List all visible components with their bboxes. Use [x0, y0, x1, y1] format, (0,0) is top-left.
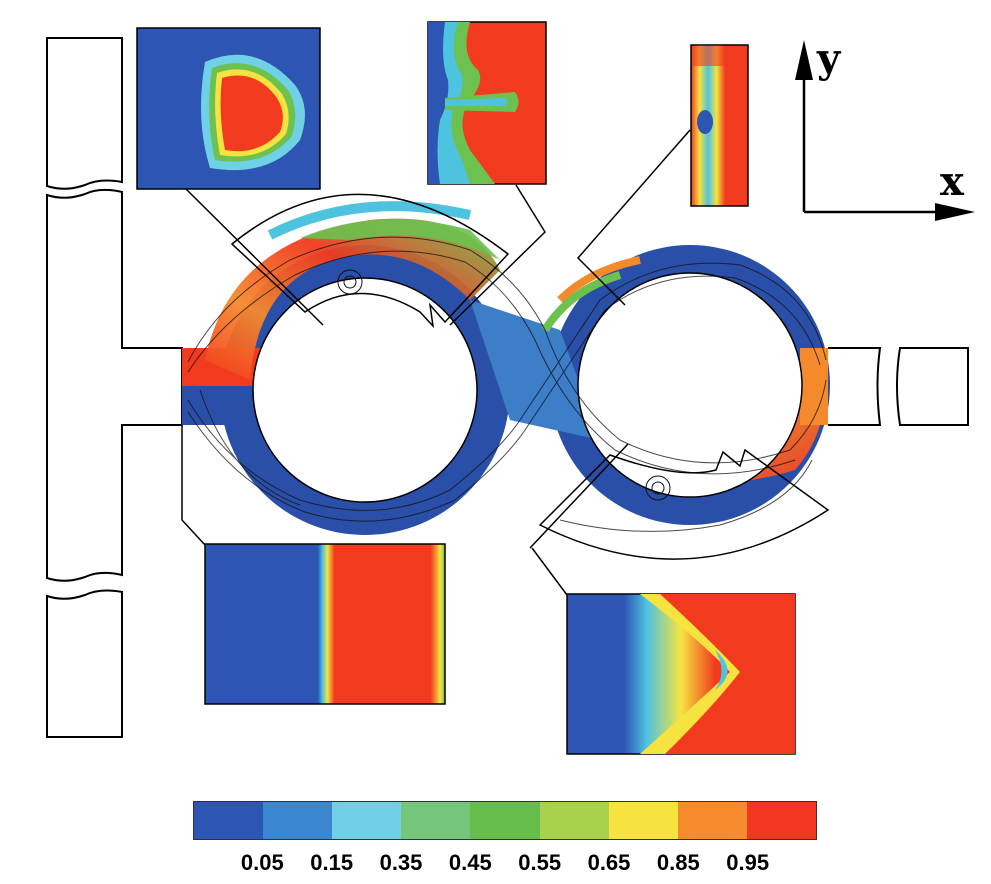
legend-swatch [470, 802, 540, 839]
legend-swatch [332, 802, 402, 839]
outlet-duct-outline [828, 347, 969, 426]
legend-tick-label: 0.15 [310, 850, 354, 875]
legend-swatch [677, 802, 747, 839]
y-axis-label: y [816, 35, 842, 82]
inset-lower-left [204, 543, 446, 705]
figure-eight-channel [182, 201, 830, 535]
upper-sector-outline [230, 193, 510, 329]
legend-tick-label: 0.95 [726, 850, 770, 875]
inset-upper-middle [427, 21, 547, 185]
inset-lower-right [566, 593, 796, 755]
legend-swatch [194, 802, 264, 839]
leader-lines [181, 129, 691, 596]
legend-swatch [539, 802, 609, 839]
legend-tick-label: 0.65 [587, 850, 631, 875]
legend-tick-label: 0.05 [240, 850, 284, 875]
legend-swatch [608, 802, 678, 839]
legend-tick-label: 0.35 [379, 850, 423, 875]
legend-tick-label: 0.85 [656, 850, 700, 875]
coordinate-axes [795, 40, 975, 221]
inset-upper-right [690, 44, 749, 207]
color-legend-bar [193, 801, 817, 840]
inset-upper-left [136, 27, 321, 190]
legend-tick-label: 0.45 [448, 850, 492, 875]
legend-swatch [263, 802, 333, 839]
lower-sector-outline [538, 448, 830, 560]
legend-swatch [746, 802, 816, 839]
legend-swatch [401, 802, 471, 839]
legend-tick-label: 0.55 [518, 850, 562, 875]
x-axis-label: x [940, 158, 965, 205]
